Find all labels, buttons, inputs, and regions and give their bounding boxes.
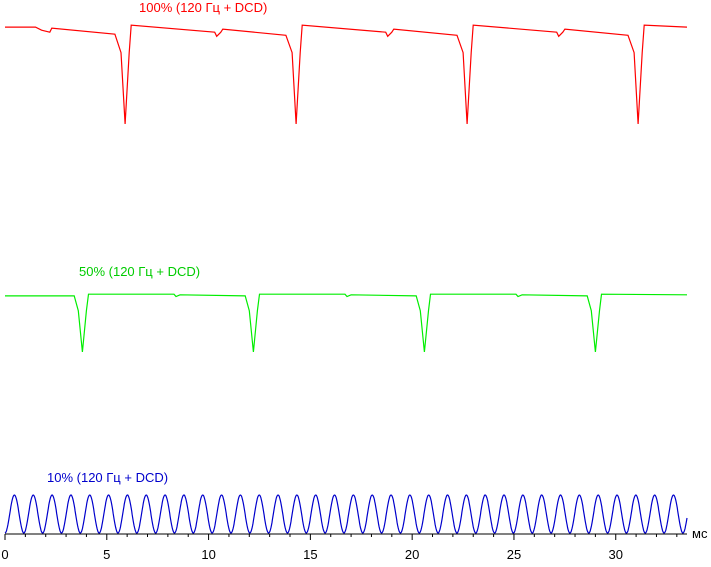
x-tick-label: 15 <box>303 547 317 562</box>
x-tick-label: 0 <box>1 547 8 562</box>
x-tick-label: 5 <box>103 547 110 562</box>
x-tick-label: 10 <box>201 547 215 562</box>
series-label-green: 50% (120 Гц + DCD) <box>79 264 200 279</box>
series-label-red: 100% (120 Гц + DCD) <box>139 0 267 15</box>
series-layer <box>4 24 688 534</box>
series-blue-line <box>4 494 688 534</box>
x-axis-ticks: 0 5 10 15 20 25 30 <box>1 534 678 562</box>
series-green-line <box>5 293 688 353</box>
x-tick-label: 25 <box>507 547 521 562</box>
x-tick-label: 30 <box>609 547 623 562</box>
x-axis: 0 5 10 15 20 25 30 мс <box>1 526 708 562</box>
x-axis-unit-label: мс <box>692 526 708 541</box>
series-label-layer: 100% (120 Гц + DCD) 50% (120 Гц + DCD) 1… <box>47 0 267 485</box>
x-tick-label: 20 <box>405 547 419 562</box>
series-red-line <box>5 24 688 125</box>
series-label-blue: 10% (120 Гц + DCD) <box>47 470 168 485</box>
